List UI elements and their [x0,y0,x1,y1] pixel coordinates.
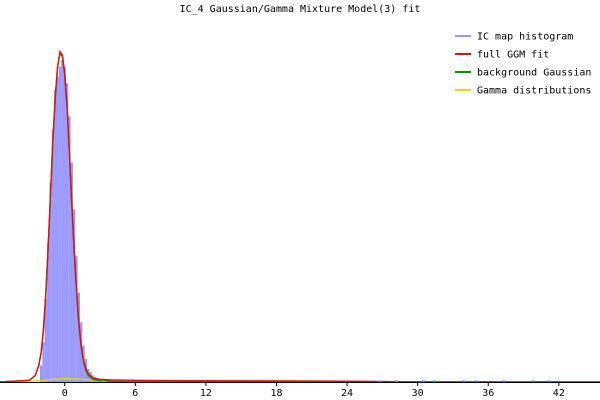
x-tick-label: 18 [270,388,282,399]
chart-title: IC_4 Gaussian/Gamma Mixture Model(3) fit [180,4,421,15]
histogram-bar [47,242,50,382]
legend: IC map histogram full GGM fit background G… [455,32,591,97]
x-tick-label: 36 [482,388,494,399]
legend-label: IC map histogram [477,32,573,43]
plot-area [0,49,600,383]
histogram-bar [77,292,80,382]
histogram-bar [63,66,66,382]
histogram-bar [51,129,55,382]
x-tick-label: 6 [132,388,138,399]
histogram-bar [75,255,78,382]
legend-label: background Gaussian [477,68,591,79]
x-tick-label: 0 [62,388,68,399]
histogram-bar [70,162,73,382]
histogram-bar [44,299,48,382]
x-axis: 0 6 12 18 24 30 36 42 [0,382,600,399]
legend-label: Gamma distributions [477,86,591,97]
histogram-bar [80,322,83,382]
legend-label: full GGM fit [477,50,549,61]
histogram-bar [65,83,69,382]
series-line-background-gaussian [0,51,600,383]
histogram-bar [42,342,45,382]
histogram-bar [49,182,52,382]
histogram-series [40,59,102,383]
x-tick-label: 30 [412,388,424,399]
series-line-full-ggm-fit [0,49,600,383]
histogram-bar [61,59,64,383]
x-tick-label: 24 [341,388,353,399]
histogram-bar [54,89,57,382]
histogram-bar [56,76,59,382]
x-tick-label: 42 [553,388,565,399]
histogram-bar [72,209,76,382]
histogram-bar [58,66,62,382]
histogram-bar [40,365,43,382]
histogram-bar [68,116,71,383]
x-tick-label: 12 [200,388,212,399]
